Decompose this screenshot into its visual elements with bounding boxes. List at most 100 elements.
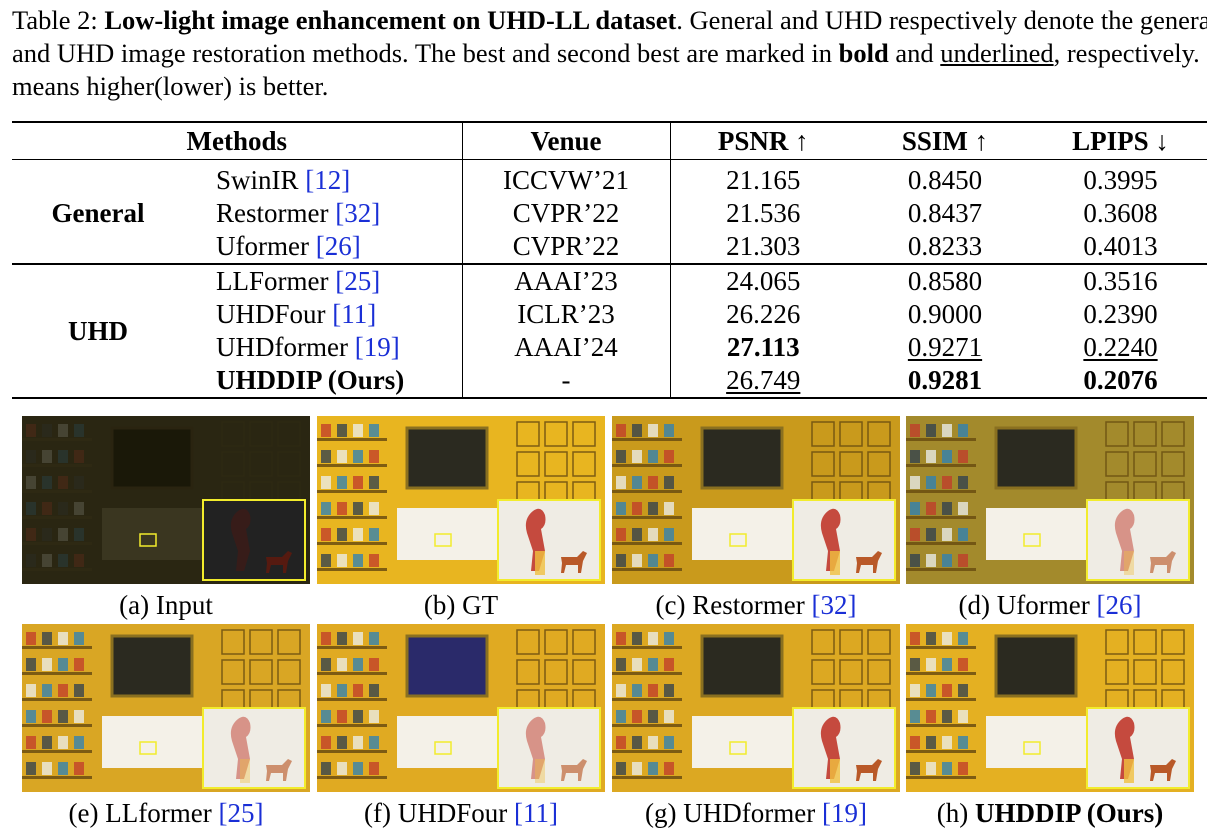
- venue-cell: ICCVW’21: [462, 159, 671, 197]
- comparison-figure: (a) Input (b) GT (c) Restormer [32] (d) Ufo…: [22, 416, 1207, 832]
- caption-text-3: , respectively. ↑(↓) means higher(lower)…: [12, 38, 1207, 101]
- citation-link[interactable]: [19]: [821, 798, 867, 828]
- subfigure-caption: (f) UHDFour [11]: [311, 798, 611, 829]
- ssim-value: 0.8437: [907, 198, 983, 228]
- ssim-cell: 0.8450: [856, 160, 1034, 198]
- ssim-cell: 0.8233: [856, 230, 1034, 264]
- subfigure-caption: (e) LLformer [25]: [16, 798, 316, 829]
- lpips-cell: 0.3995: [1034, 160, 1207, 198]
- header-lpips: LPIPS ↓: [1072, 125, 1169, 156]
- citation-link[interactable]: [25]: [335, 266, 381, 296]
- psnr-value: 21.303: [726, 231, 801, 261]
- caption-text-1: . General and UHD respectively denote th…: [12, 5, 1207, 68]
- citation-link[interactable]: [11]: [332, 299, 377, 329]
- method-label: SwinIR: [216, 165, 306, 195]
- subfigure-label: (c) Restormer: [655, 590, 812, 620]
- venue-cell: AAAI’23: [462, 264, 671, 298]
- lpips-cell: 0.2390: [1034, 298, 1207, 331]
- subfigure-label: (a) Input: [119, 590, 213, 620]
- ssim-value: 0.9271: [907, 332, 983, 362]
- lpips-value: 0.2390: [1083, 299, 1158, 329]
- caption-underline-word: underlined: [940, 38, 1054, 68]
- zoom-inset: [1086, 499, 1190, 581]
- venue-cell: ICLR’23: [462, 298, 671, 331]
- result-image: [906, 416, 1194, 584]
- ssim-value: 0.8233: [907, 231, 983, 261]
- psnr-cell: 27.113: [670, 331, 856, 364]
- table-caption: Table 2: Low-light image enhancement on …: [12, 4, 1207, 103]
- method-label: Uformer: [216, 231, 316, 261]
- result-image: [22, 416, 310, 584]
- venue-cell: AAAI’24: [462, 331, 671, 364]
- method-name: LLFormer [25]: [184, 264, 463, 298]
- group-label: UHD: [68, 315, 128, 346]
- group-uhd: UHD LLFormer [25] AAAI’23 24.065 0.8580 0.351…: [12, 264, 1207, 398]
- subfigure-label: (e) LLformer: [68, 798, 219, 828]
- lpips-cell: 0.4013: [1034, 230, 1207, 264]
- psnr-value: 21.536: [726, 198, 801, 228]
- ssim-cell: 0.8580: [856, 264, 1034, 298]
- header-methods: Methods: [12, 122, 463, 160]
- zoom-inset: [1086, 707, 1190, 789]
- figure-row-1: (a) Input (b) GT (c) Restormer [32] (d) Ufo…: [22, 416, 1207, 624]
- subfigure-caption: (a) Input: [16, 590, 316, 621]
- zoom-inset: [202, 707, 306, 789]
- venue-cell: -: [462, 364, 671, 398]
- table-row: Restormer [32] CVPR’22 21.536 0.8437 0.3608: [12, 197, 1207, 230]
- venue-cell: CVPR’22: [462, 197, 671, 230]
- ssim-cell: 0.9271: [856, 331, 1034, 364]
- result-image: [22, 624, 310, 792]
- table-row: General SwinIR [12] ICCVW’21 21.165 0.8450 0.…: [12, 159, 1207, 228]
- results-table: Methods Venue PSNR ↑ SSIM ↑ LPIPS ↓ Gene…: [12, 121, 1207, 399]
- citation-link[interactable]: [25]: [218, 798, 264, 828]
- citation-link[interactable]: [12]: [305, 165, 351, 195]
- caption-text-2: and: [888, 38, 941, 68]
- citation-link[interactable]: [11]: [514, 798, 558, 828]
- subfigure-caption: (g) UHDformer [19]: [606, 798, 906, 829]
- method-name: UHDDIP (Ours): [184, 364, 463, 398]
- lpips-cell: 0.3516: [1034, 264, 1207, 298]
- zoom-inset: [497, 499, 601, 581]
- psnr-cell: 21.165: [670, 160, 856, 198]
- subfigure-label: (f) UHDFour: [364, 798, 514, 828]
- zoom-inset: [792, 499, 896, 581]
- psnr-cell: 21.303: [670, 230, 856, 264]
- lpips-value: 0.2240: [1083, 332, 1158, 362]
- header-ssim: SSIM ↑: [901, 125, 989, 156]
- zoom-inset: [497, 707, 601, 789]
- table-row: UHD LLFormer [25] AAAI’23 24.065 0.8580 0.351…: [12, 264, 1207, 346]
- citation-link[interactable]: [32]: [811, 590, 857, 620]
- zoom-inset: [202, 499, 306, 581]
- result-image: [317, 416, 605, 584]
- subfigure-caption: (h) UHDDIP (Ours): [900, 798, 1200, 829]
- ssim-value: 0.9281: [907, 365, 983, 395]
- subfigure-caption: (c) Restormer [32]: [606, 590, 906, 621]
- method-name: Uformer [26]: [184, 230, 463, 264]
- citation-link[interactable]: [19]: [354, 332, 400, 362]
- subfigure-caption: (b) GT: [311, 590, 611, 621]
- subfigure-caption: (d) Uformer [26]: [900, 590, 1200, 621]
- psnr-cell: 26.226: [670, 298, 856, 331]
- lpips-cell: 0.2076: [1034, 364, 1207, 398]
- lpips-value: 0.3995: [1083, 165, 1158, 195]
- header-psnr: PSNR ↑: [717, 125, 809, 156]
- lpips-cell: 0.3608: [1034, 197, 1207, 230]
- citation-link[interactable]: [26]: [1096, 590, 1142, 620]
- subfigure-label: (d) Uformer: [958, 590, 1097, 620]
- group-label: General: [51, 198, 145, 228]
- table-row: UHDDIP (Ours) - 26.749 0.9281 0.2076: [12, 364, 1207, 398]
- lpips-value: 0.2076: [1083, 365, 1158, 395]
- method-label: Restormer: [216, 198, 336, 228]
- venue-cell: CVPR’22: [462, 230, 671, 264]
- method-name: UHDformer [19]: [184, 331, 463, 364]
- psnr-cell: 26.749: [670, 364, 856, 398]
- psnr-value: 26.226: [726, 299, 801, 329]
- psnr-value: 24.065: [726, 266, 801, 296]
- citation-link[interactable]: [26]: [315, 231, 361, 261]
- ssim-cell: 0.8437: [856, 197, 1034, 230]
- subfigure-label: (h): [936, 798, 975, 828]
- caption-prefix: Table 2:: [12, 5, 105, 35]
- lpips-value: 0.3516: [1083, 266, 1158, 296]
- citation-link[interactable]: [32]: [335, 198, 381, 228]
- subfigure-label: (b) GT: [423, 590, 499, 620]
